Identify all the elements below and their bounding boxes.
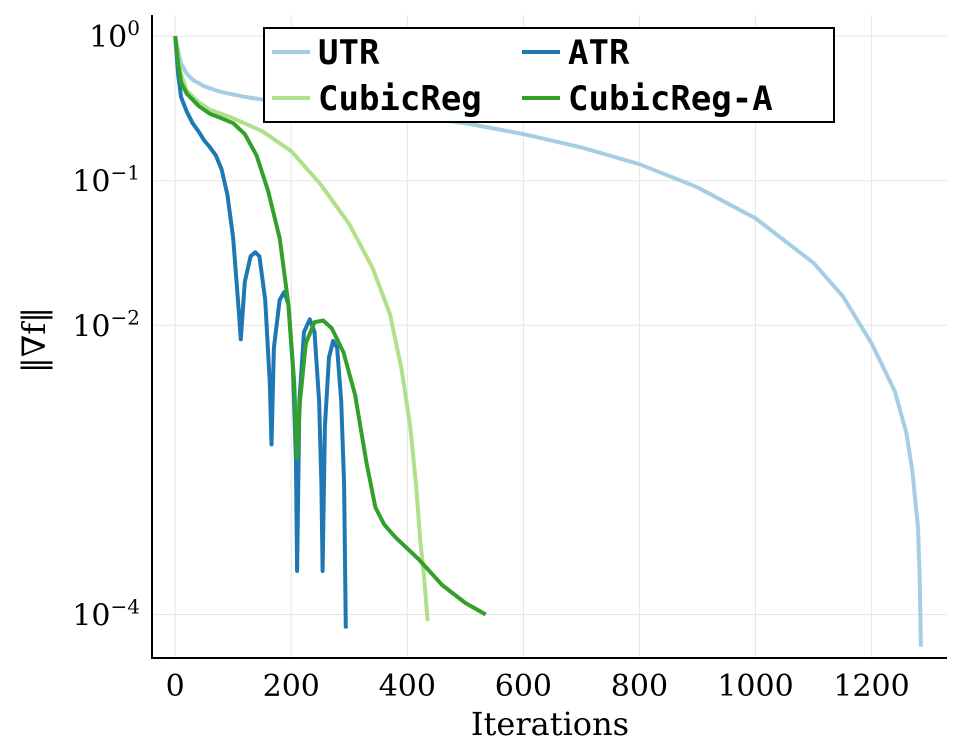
series-line-cubicreg-a (173, 35, 487, 617)
x-tick-label: 800 (611, 669, 668, 704)
y-axis-label: ‖∇f‖ (15, 307, 53, 373)
x-tick-label: 0 (166, 669, 185, 704)
x-tick-label: 1200 (833, 669, 909, 704)
x-tick-label: 600 (495, 669, 552, 704)
y-tick-label: 10−4 (72, 594, 140, 633)
x-tick-labels: 0 200 400 600 800 1000 1200 (166, 669, 910, 704)
x-tick-label: 1000 (717, 669, 793, 704)
series-lines (173, 35, 923, 647)
x-tick-label: 200 (263, 669, 320, 704)
series-line-utr (173, 35, 923, 647)
legend-label: ATR (568, 33, 630, 73)
series-line-atr (173, 35, 348, 629)
y-tick-labels: 100 10−1 10−2 10−4 (72, 16, 140, 633)
x-axis-label: Iterations (471, 705, 629, 743)
x-tick-label: 400 (379, 669, 436, 704)
y-tick-label: 10−2 (72, 305, 140, 344)
y-tick-label: 100 (89, 16, 140, 55)
axes (151, 15, 947, 659)
y-tick-label: 10−1 (72, 161, 140, 200)
legend-label: CubicReg (318, 79, 482, 119)
legend-box (263, 27, 835, 123)
legend: UTR ATR CubicReg CubicReg-A (263, 27, 835, 123)
legend-label: CubicReg-A (568, 79, 773, 119)
legend-label: UTR (318, 33, 380, 73)
